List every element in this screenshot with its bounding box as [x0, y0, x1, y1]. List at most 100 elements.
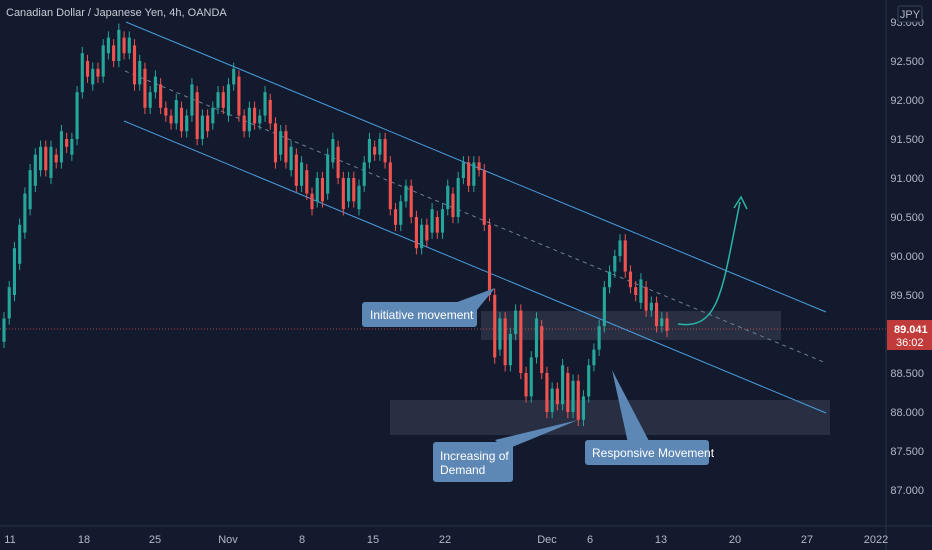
currency-button[interactable]: JPY: [897, 5, 923, 23]
candle-down[interactable]: [96, 68, 100, 77]
candle-up[interactable]: [138, 61, 142, 85]
candle-up[interactable]: [456, 178, 460, 217]
candle-up[interactable]: [279, 131, 283, 155]
candle-down[interactable]: [305, 170, 309, 194]
candle-up[interactable]: [446, 185, 450, 210]
candle-down[interactable]: [628, 271, 633, 288]
candle-down[interactable]: [451, 193, 455, 217]
candle-up[interactable]: [326, 154, 330, 194]
candle-down[interactable]: [237, 76, 241, 116]
candle-down[interactable]: [409, 185, 413, 217]
candle-down[interactable]: [654, 302, 659, 327]
candle-down[interactable]: [44, 146, 48, 171]
candle-up[interactable]: [49, 146, 53, 178]
candle-up[interactable]: [587, 365, 591, 397]
candle-up[interactable]: [190, 84, 194, 116]
candle-down[interactable]: [132, 45, 137, 85]
candle-up[interactable]: [404, 185, 408, 202]
candle-down[interactable]: [336, 146, 340, 178]
candle-up[interactable]: [378, 139, 382, 155]
candle-up[interactable]: [148, 92, 152, 108]
candle-down[interactable]: [393, 209, 398, 225]
candle-down[interactable]: [524, 373, 528, 397]
candle-up[interactable]: [101, 45, 105, 77]
candle-up[interactable]: [127, 37, 131, 54]
candle-up[interactable]: [367, 139, 371, 163]
candle-up[interactable]: [263, 92, 267, 116]
candle-down[interactable]: [85, 61, 90, 77]
candle-down[interactable]: [555, 388, 559, 405]
candle-up[interactable]: [618, 240, 622, 256]
candle-down[interactable]: [164, 107, 168, 116]
candle-up[interactable]: [550, 388, 554, 412]
candle-down[interactable]: [493, 295, 497, 358]
candle-up[interactable]: [571, 380, 575, 412]
candle-up[interactable]: [59, 131, 63, 163]
candle-down[interactable]: [566, 373, 570, 412]
candle-down[interactable]: [179, 107, 184, 132]
candle-down[interactable]: [467, 162, 471, 186]
price-axis[interactable]: 93.00092.50092.00091.50091.00090.50090.0…: [890, 17, 924, 497]
channel-lower-line[interactable]: [123, 120, 827, 414]
candle-up[interactable]: [289, 146, 293, 171]
candle-down[interactable]: [414, 217, 418, 249]
candle-up[interactable]: [33, 154, 37, 186]
candle-up[interactable]: [200, 115, 204, 139]
candle-up[interactable]: [613, 256, 617, 272]
candle-up[interactable]: [602, 287, 606, 327]
candle-up[interactable]: [80, 53, 84, 93]
candle-down[interactable]: [623, 240, 627, 272]
candle-up[interactable]: [23, 193, 27, 233]
candle-down[interactable]: [206, 115, 210, 132]
candle-down[interactable]: [253, 107, 257, 124]
candle-up[interactable]: [597, 326, 601, 350]
candle-up[interactable]: [472, 162, 476, 186]
candle-down[interactable]: [242, 115, 246, 132]
candle-up[interactable]: [300, 162, 304, 186]
candle-up[interactable]: [153, 76, 157, 93]
candle-up[interactable]: [28, 170, 32, 210]
candle-down[interactable]: [195, 92, 199, 139]
candle-down[interactable]: [540, 326, 544, 373]
candle-down[interactable]: [576, 380, 580, 420]
candle-down[interactable]: [65, 139, 69, 147]
candle-down[interactable]: [122, 37, 126, 54]
candle-up[interactable]: [106, 37, 110, 54]
candle-up[interactable]: [529, 357, 533, 397]
candle-down[interactable]: [383, 139, 387, 163]
candle-up[interactable]: [117, 29, 121, 61]
responsive-callout[interactable]: Responsive Movement: [585, 370, 715, 465]
candle-up[interactable]: [561, 365, 565, 405]
candle-up[interactable]: [592, 349, 596, 366]
candle-down[interactable]: [352, 178, 356, 202]
candle-up[interactable]: [258, 115, 262, 124]
candle-up[interactable]: [174, 100, 178, 124]
candle-up[interactable]: [440, 209, 445, 233]
candle-up[interactable]: [649, 302, 653, 311]
candle-down[interactable]: [159, 84, 163, 108]
candle-up[interactable]: [91, 68, 95, 85]
candle-up[interactable]: [247, 107, 251, 132]
candle-up[interactable]: [639, 279, 643, 303]
candle-down[interactable]: [169, 115, 173, 124]
candle-down[interactable]: [519, 310, 523, 373]
candle-up[interactable]: [608, 271, 612, 288]
candle-up[interactable]: [211, 107, 215, 124]
candle-up[interactable]: [346, 178, 351, 202]
candle-up[interactable]: [185, 115, 189, 132]
candle-down[interactable]: [644, 287, 648, 311]
candle-up[interactable]: [514, 310, 518, 334]
candle-down[interactable]: [373, 146, 377, 155]
candle-down[interactable]: [503, 318, 507, 366]
candle-down[interactable]: [112, 45, 116, 61]
candle-up[interactable]: [2, 318, 6, 342]
candle-up[interactable]: [508, 334, 512, 366]
candle-down[interactable]: [320, 178, 325, 202]
demand-callout[interactable]: Increasing of Demand: [433, 420, 578, 482]
candle-down[interactable]: [294, 154, 298, 186]
candle-down[interactable]: [273, 123, 278, 163]
candle-down[interactable]: [665, 318, 669, 331]
candle-down[interactable]: [487, 224, 492, 295]
candle-down[interactable]: [310, 193, 314, 210]
